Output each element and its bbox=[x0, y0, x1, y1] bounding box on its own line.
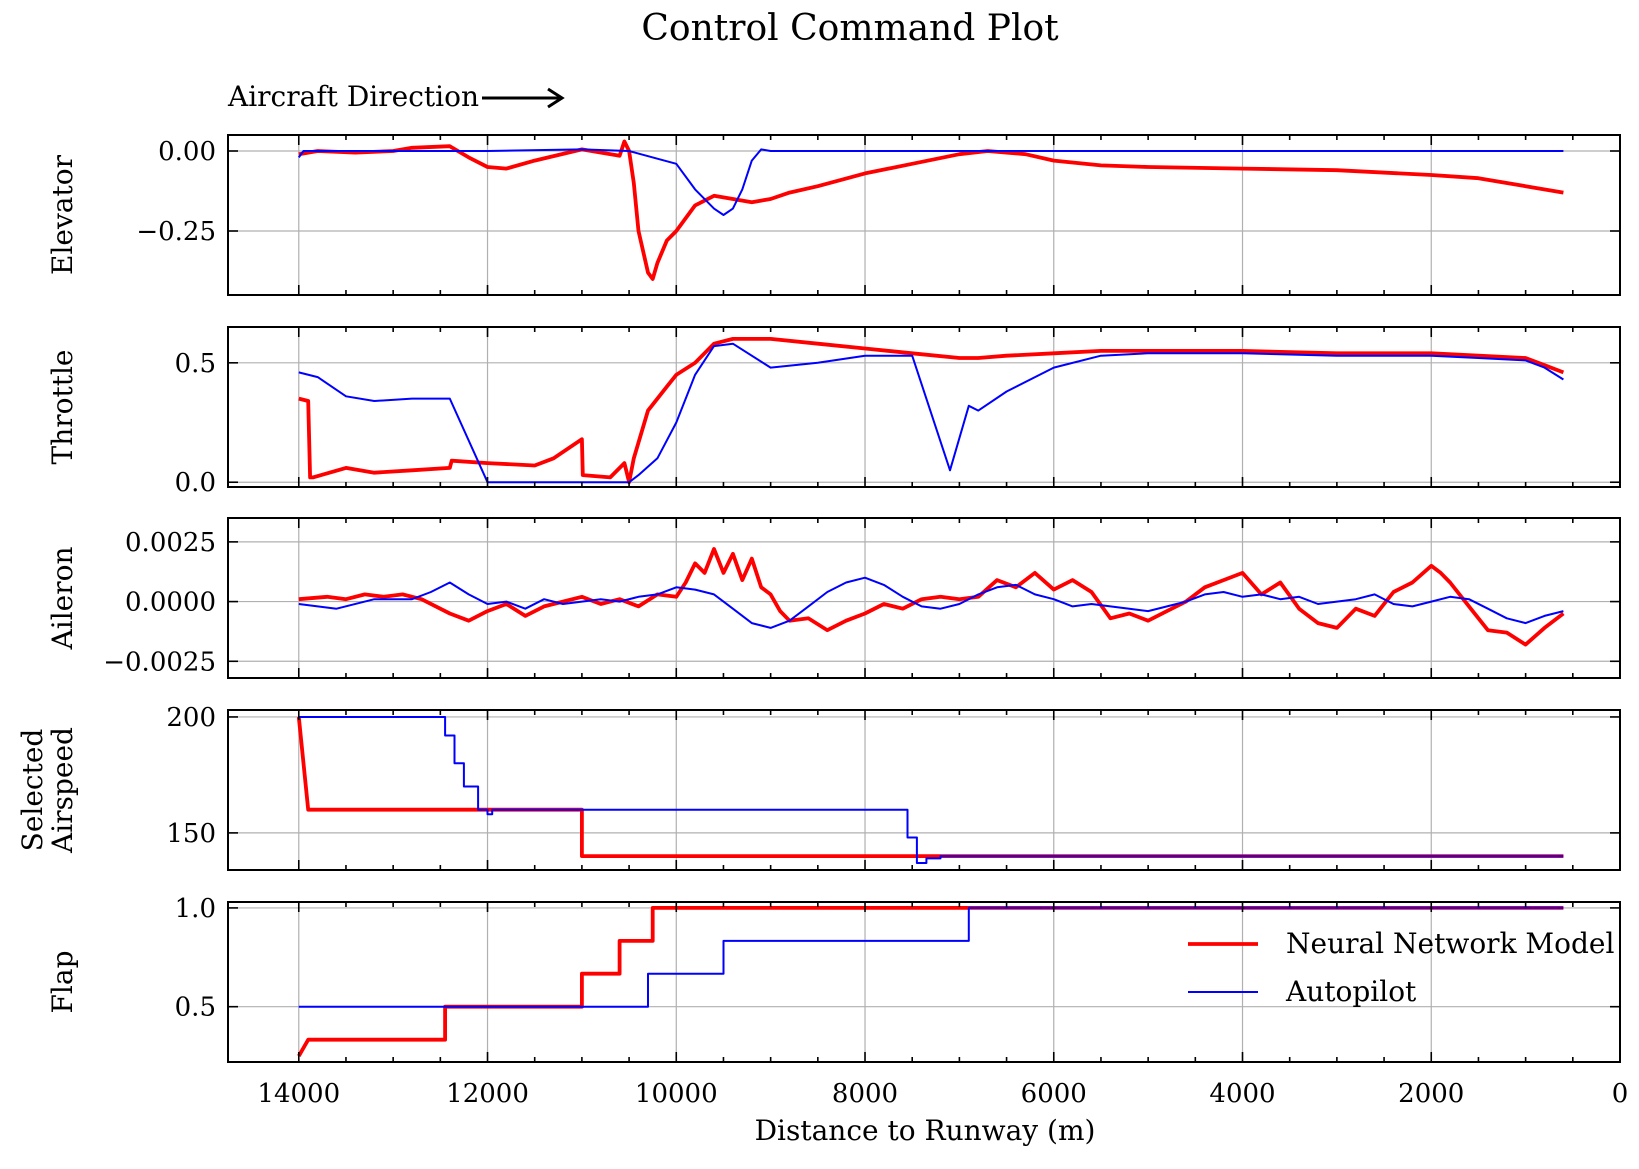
axes-frame bbox=[227, 901, 1621, 1063]
right-arrow-icon bbox=[482, 87, 565, 109]
series-autopilot-line bbox=[298, 906, 1564, 1008]
y-axis-label: Flap bbox=[46, 951, 79, 1014]
axes-frame bbox=[227, 709, 1621, 871]
y-tick-label: −0.0025 bbox=[103, 647, 216, 677]
y-axis-label: Aileron bbox=[46, 547, 79, 651]
x-tick-label: 4000 bbox=[1209, 1079, 1275, 1109]
x-tick-label: 12000 bbox=[446, 1079, 529, 1109]
y-axis-label: SelectedAirspeed bbox=[16, 727, 79, 854]
direction-annotation: Aircraft Direction bbox=[227, 80, 565, 113]
y-tick-label: 0.5 bbox=[175, 349, 216, 379]
x-tick-label: 2000 bbox=[1398, 1079, 1464, 1109]
series-autopilot-line bbox=[297, 148, 1564, 216]
grid bbox=[228, 710, 1620, 870]
x-tick-label: 6000 bbox=[1021, 1079, 1087, 1109]
axes-frame bbox=[227, 326, 1621, 488]
panel-0: 0.00 −0.25 Elevator bbox=[46, 134, 1621, 296]
series-autopilot-line bbox=[298, 342, 1564, 484]
panel-3: 200 150 SelectedAirspeed bbox=[16, 703, 1621, 871]
legend-label: Autopilot bbox=[1285, 975, 1417, 1008]
x-tick-label: 10000 bbox=[635, 1079, 718, 1109]
series-neural-network-line bbox=[296, 716, 1564, 858]
series-neural-network-line bbox=[298, 547, 1565, 647]
y-axis-label: Throttle bbox=[46, 350, 79, 465]
panel-1: 0.0 0.5 Throttle bbox=[46, 326, 1621, 498]
y-tick-label: 150 bbox=[166, 819, 216, 849]
legend-label: Neural Network Model bbox=[1286, 927, 1614, 960]
x-tick-label: 8000 bbox=[832, 1079, 898, 1109]
panels: 0.00−0.25Elevator0.00.5Throttle0.00250.0… bbox=[16, 134, 1621, 1063]
y-tick-label: 200 bbox=[166, 703, 216, 733]
series-autopilot-line bbox=[298, 576, 1564, 629]
panel-2: 0.0025 0.0000 −0.0025 Aileron bbox=[46, 517, 1621, 679]
x-tick-label: 14000 bbox=[257, 1079, 340, 1109]
axes-frame bbox=[227, 134, 1621, 296]
series-neural-network-line bbox=[297, 906, 1564, 1058]
x-tick-label: 0 bbox=[1612, 1079, 1629, 1109]
series-autopilot-line bbox=[298, 716, 1564, 864]
y-tick-label: −0.25 bbox=[136, 217, 216, 247]
grid bbox=[228, 135, 1620, 295]
y-axis-label: Elevator bbox=[46, 154, 79, 275]
y-tick-label: 0.5 bbox=[175, 993, 216, 1023]
y-tick-label: 0.00 bbox=[158, 137, 216, 167]
y-tick-label: 1.0 bbox=[175, 894, 216, 924]
series-neural-network-line bbox=[298, 139, 1564, 281]
chart-title: Control Command Plot bbox=[641, 8, 1059, 49]
grid bbox=[228, 327, 1620, 487]
x-axis-label: Distance to Runway (m) bbox=[755, 1114, 1096, 1147]
panel-4: 1.0 0.5 Flap Neural Network Model Autopilot bbox=[46, 894, 1621, 1063]
series-neural-network-line bbox=[298, 336, 1565, 485]
y-tick-label: 0.0000 bbox=[125, 588, 216, 618]
legend: Neural Network Model Autopilot bbox=[1188, 927, 1614, 1008]
axes-frame bbox=[227, 517, 1621, 679]
x-axis-tick-labels: 14000 12000 10000 8000 6000 4000 2000 0 bbox=[257, 1079, 1628, 1109]
y-tick-label: 0.0025 bbox=[125, 528, 216, 558]
direction-annotation-label: Aircraft Direction bbox=[227, 80, 479, 113]
y-tick-label: 0.0 bbox=[175, 468, 216, 498]
